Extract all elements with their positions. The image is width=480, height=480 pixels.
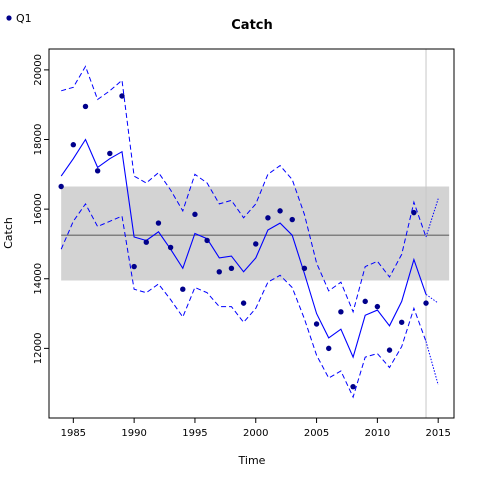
chart-title: Catch [231,18,273,33]
x-tick-label-2010: 2010 [365,428,390,439]
data-point-2001 [265,215,271,221]
data-point-2009 [362,298,368,305]
forecast-line [425,293,439,304]
data-point-1984 [58,183,64,190]
data-point-1986 [82,103,89,110]
data-point-1996 [204,237,210,244]
forecast-lower-bound [425,341,439,386]
x-tick-label-1985: 1985 [61,428,86,439]
y-tick-label-14000: 14000 [33,263,44,295]
data-point-1992 [155,220,162,226]
axes: 1985 1990 1995 2000 2005 2010 2015 12000 14000 16… [33,48,455,439]
forecast-upper-bound [425,198,439,238]
y-axis-title: Catch [2,217,15,249]
x-axis-title: Time [238,454,266,467]
x-tick-label-2000: 2000 [243,428,268,439]
data-point-2012 [399,319,405,325]
fit-lower-bound [60,202,427,399]
legend: Q1 [6,12,32,25]
data-point-2008 [350,383,356,390]
plot-frame [48,48,455,419]
y-tick-label-18000: 18000 [33,124,44,156]
data-point-1987 [94,168,101,174]
x-tick-label-1990: 1990 [121,428,146,439]
y-tick-label-16000: 16000 [33,193,44,225]
data-point-1989 [119,93,125,99]
data-point-1993 [167,244,174,251]
data-point-2010 [374,303,381,310]
data-point-1988 [107,150,113,157]
x-tick-label-2005: 2005 [304,428,329,439]
x-tick-label-2015: 2015 [425,428,450,439]
y-tick-label-12000: 12000 [33,332,44,364]
data-point-1994 [180,286,186,292]
x-tick-label-1995: 1995 [182,428,207,439]
data-point-2000 [253,241,259,247]
data-point-2006 [326,345,332,352]
plot-area [58,49,450,418]
fit-upper-bound [61,65,427,314]
data-point-2004 [301,265,308,272]
data-point-1985 [70,142,77,148]
data-point-2011 [386,347,393,353]
data-point-1997 [216,269,222,275]
data-point-2013 [411,209,417,216]
data-point-1998 [228,265,235,272]
data-point-1995 [192,211,198,218]
y-tick-label-20000: 20000 [33,54,44,86]
data-point-1990 [131,263,137,270]
data-point-2002 [277,208,283,214]
data-point-1991 [143,239,149,245]
legend-label-q1: Q1 [16,12,32,25]
legend-marker-q1 [6,15,12,21]
data-point-2005 [313,321,320,327]
data-point-1999 [240,300,247,306]
fit-line [60,138,427,359]
data-point-2014 [423,300,429,306]
data-point-2003 [289,216,295,223]
data-point-2007 [338,309,344,315]
reference-band [61,186,450,281]
